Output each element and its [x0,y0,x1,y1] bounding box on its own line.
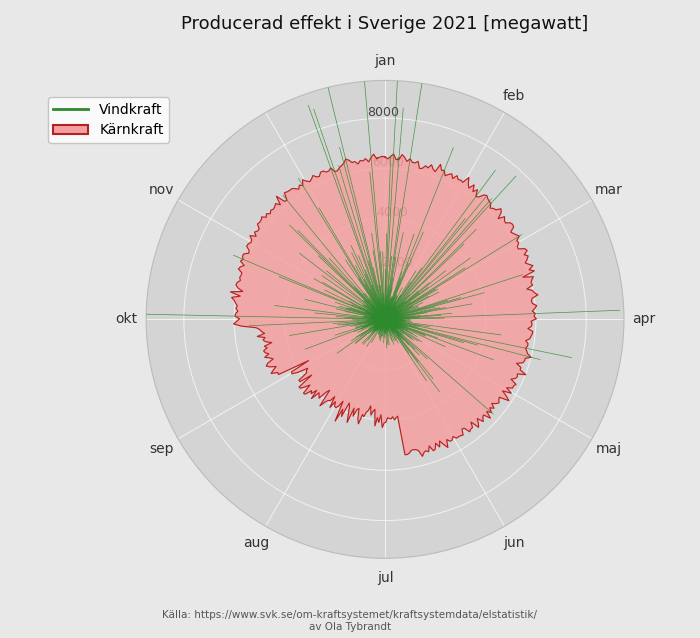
Legend: Vindkraft, Kärnkraft: Vindkraft, Kärnkraft [48,97,169,143]
Title: Producerad effekt i Sverige 2021 [megawatt]: Producerad effekt i Sverige 2021 [megawa… [181,15,589,33]
Text: Källa: https://www.svk.se/om-kraftsystemet/kraftsystemdata/elstatistik/
av Ola T: Källa: https://www.svk.se/om-kraftsystem… [162,610,538,632]
Polygon shape [230,154,538,456]
